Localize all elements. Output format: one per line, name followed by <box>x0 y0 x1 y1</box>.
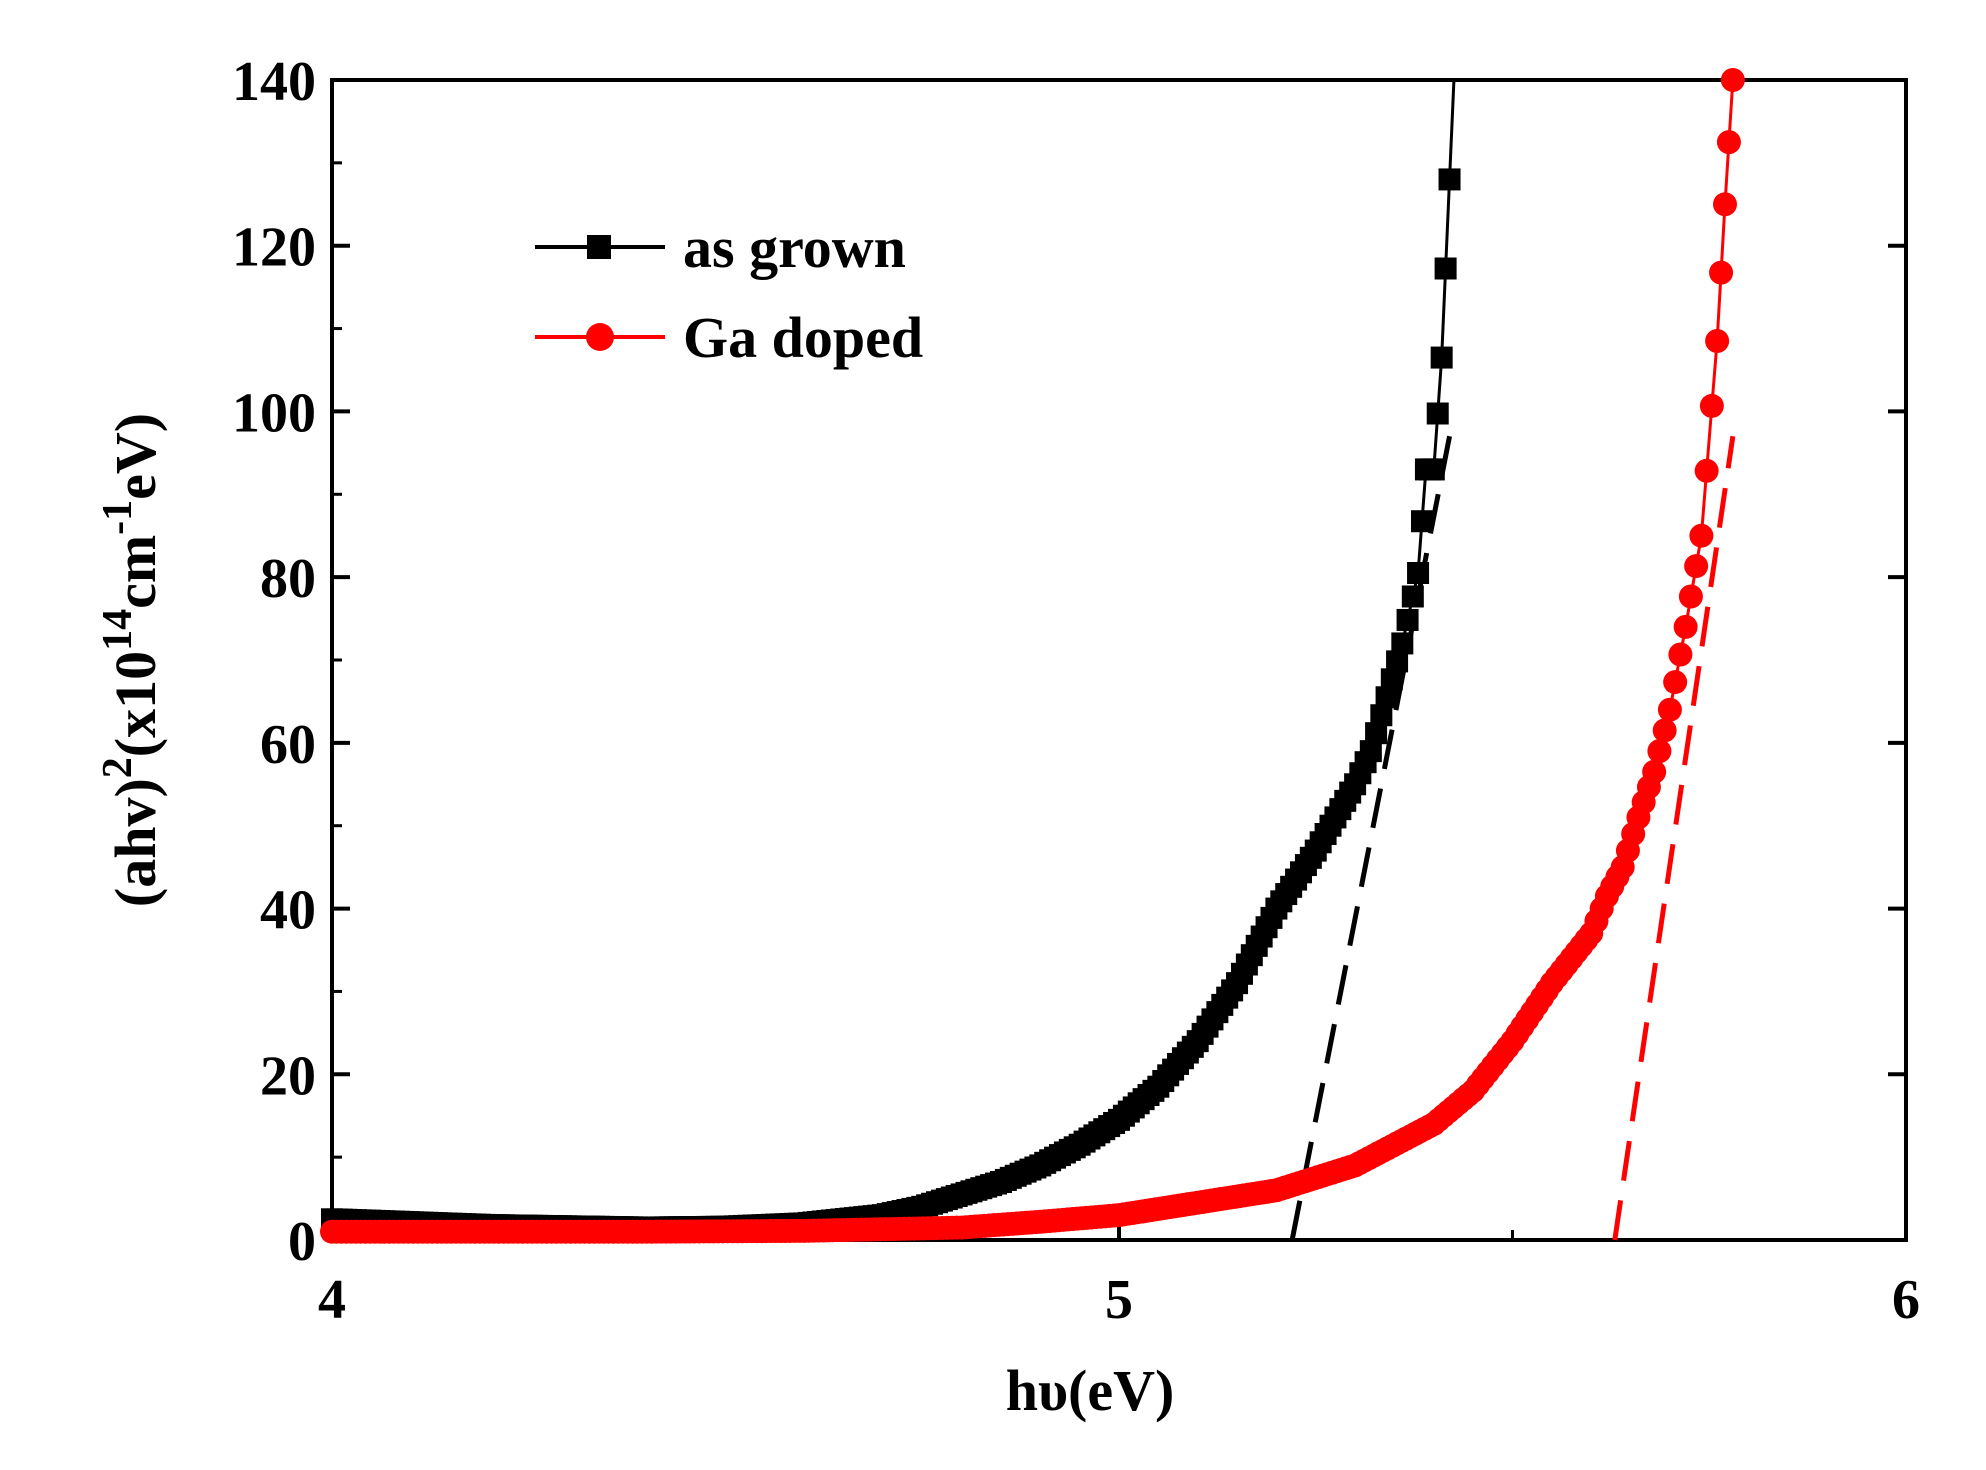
point-as-grown <box>1430 346 1453 369</box>
x-tick-label: 4 <box>318 1269 346 1331</box>
legend-marker-as-grown <box>587 235 611 259</box>
point-as-grown <box>1422 458 1445 481</box>
fit-line-ga-doped <box>1612 435 1736 1241</box>
point-ga-doped <box>1647 739 1672 764</box>
point-as-grown <box>1391 632 1414 655</box>
point-ga-doped <box>1673 614 1698 639</box>
point-ga-doped <box>1642 759 1667 784</box>
point-ga-doped <box>1705 329 1730 353</box>
point-as-grown <box>1401 585 1424 608</box>
y-title-mid: (x10 <box>103 651 168 757</box>
point-as-grown <box>1407 562 1430 584</box>
point-ga-doped <box>1668 642 1693 667</box>
y-axis-ticks: 0 20 40 60 80 100 120 140 <box>232 51 1906 1273</box>
y-tick-label: 80 <box>260 548 316 610</box>
y-tick-label: 140 <box>232 51 316 113</box>
legend-marker-ga-doped <box>586 323 614 351</box>
x-tick-label: 6 <box>1892 1269 1920 1331</box>
point-as-grown <box>1426 402 1449 425</box>
point-as-grown <box>1380 668 1403 691</box>
y-title-end: eV) <box>103 413 168 500</box>
point-as-grown <box>1375 686 1398 709</box>
point-as-grown <box>1370 704 1393 727</box>
point-ga-doped <box>1720 68 1745 92</box>
y-tick-label: 120 <box>232 217 316 279</box>
legend: as grown Ga doped <box>535 215 923 370</box>
point-as-grown <box>1386 650 1409 673</box>
y-tick-label: 40 <box>260 880 316 942</box>
point-ga-doped <box>1657 697 1682 722</box>
point-ga-doped <box>1652 718 1677 743</box>
point-ga-doped <box>1694 458 1719 483</box>
x-axis-title: hυ(eV) <box>1006 1358 1175 1423</box>
point-ga-doped <box>1678 584 1703 609</box>
series-points <box>320 68 1745 1244</box>
series-lines <box>331 79 1735 1234</box>
point-as-grown <box>1396 608 1419 631</box>
point-ga-doped <box>1709 260 1734 285</box>
point-ga-doped <box>1716 130 1741 155</box>
y-title-exp2: -1 <box>95 500 141 535</box>
y-tick-label: 60 <box>260 714 316 776</box>
series-line-ga-doped <box>332 79 1735 1234</box>
point-ga-doped <box>1689 523 1714 548</box>
x-tick-label: 5 <box>1105 1269 1133 1331</box>
y-title-cm: cm <box>103 535 168 609</box>
point-as-grown <box>1434 257 1457 280</box>
point-ga-doped <box>1684 554 1709 579</box>
y-title-exp1: 14 <box>95 609 141 651</box>
point-as-grown <box>1359 740 1382 763</box>
point-as-grown <box>1365 722 1388 745</box>
point-as-grown <box>1410 510 1433 533</box>
y-tick-label: 20 <box>260 1045 316 1107</box>
point-as-grown <box>1438 168 1461 191</box>
y-axis-title: (ahv)2(x1014cm-1eV) <box>95 413 168 907</box>
point-ga-doped <box>1699 393 1724 418</box>
legend-label-as-grown: as grown <box>683 215 906 280</box>
y-title-square: 2 <box>95 757 141 778</box>
y-tick-label: 0 <box>288 1211 316 1273</box>
point-ga-doped <box>1712 192 1737 217</box>
legend-label-ga-doped: Ga doped <box>683 305 923 370</box>
y-title-base: (ahv) <box>103 778 168 907</box>
y-tick-label: 100 <box>232 382 316 444</box>
fit-lines <box>1289 435 1736 1241</box>
point-ga-doped <box>1663 670 1688 695</box>
